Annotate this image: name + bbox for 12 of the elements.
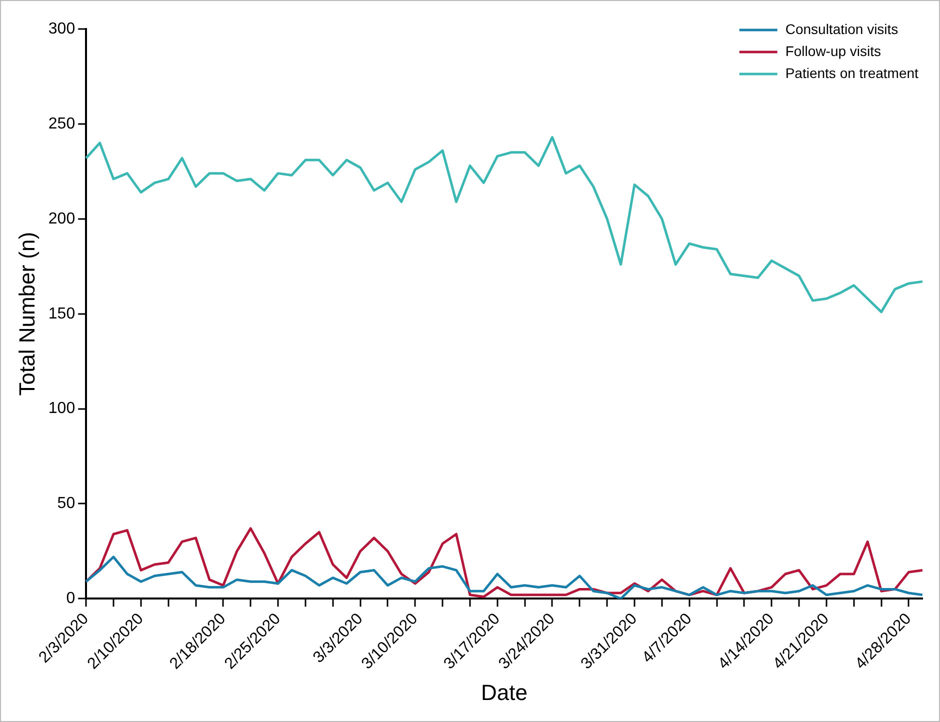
y-axis-title: Total Number (n) xyxy=(14,232,40,396)
x-axis-title: Date xyxy=(481,680,528,705)
y-tick-label: 250 xyxy=(48,115,76,132)
y-tick-label: 200 xyxy=(48,210,76,228)
y-tick-label: 300 xyxy=(48,20,76,38)
y-tick-label: 0 xyxy=(66,590,76,608)
legend-label: Consultation visits xyxy=(785,20,898,37)
y-tick-label: 150 xyxy=(48,305,76,322)
y-tick-label: 100 xyxy=(48,400,76,418)
legend-label: Follow-up visits xyxy=(785,42,882,59)
y-tick-label: 50 xyxy=(57,495,76,512)
legend-label: Patients on treatment xyxy=(785,64,919,81)
